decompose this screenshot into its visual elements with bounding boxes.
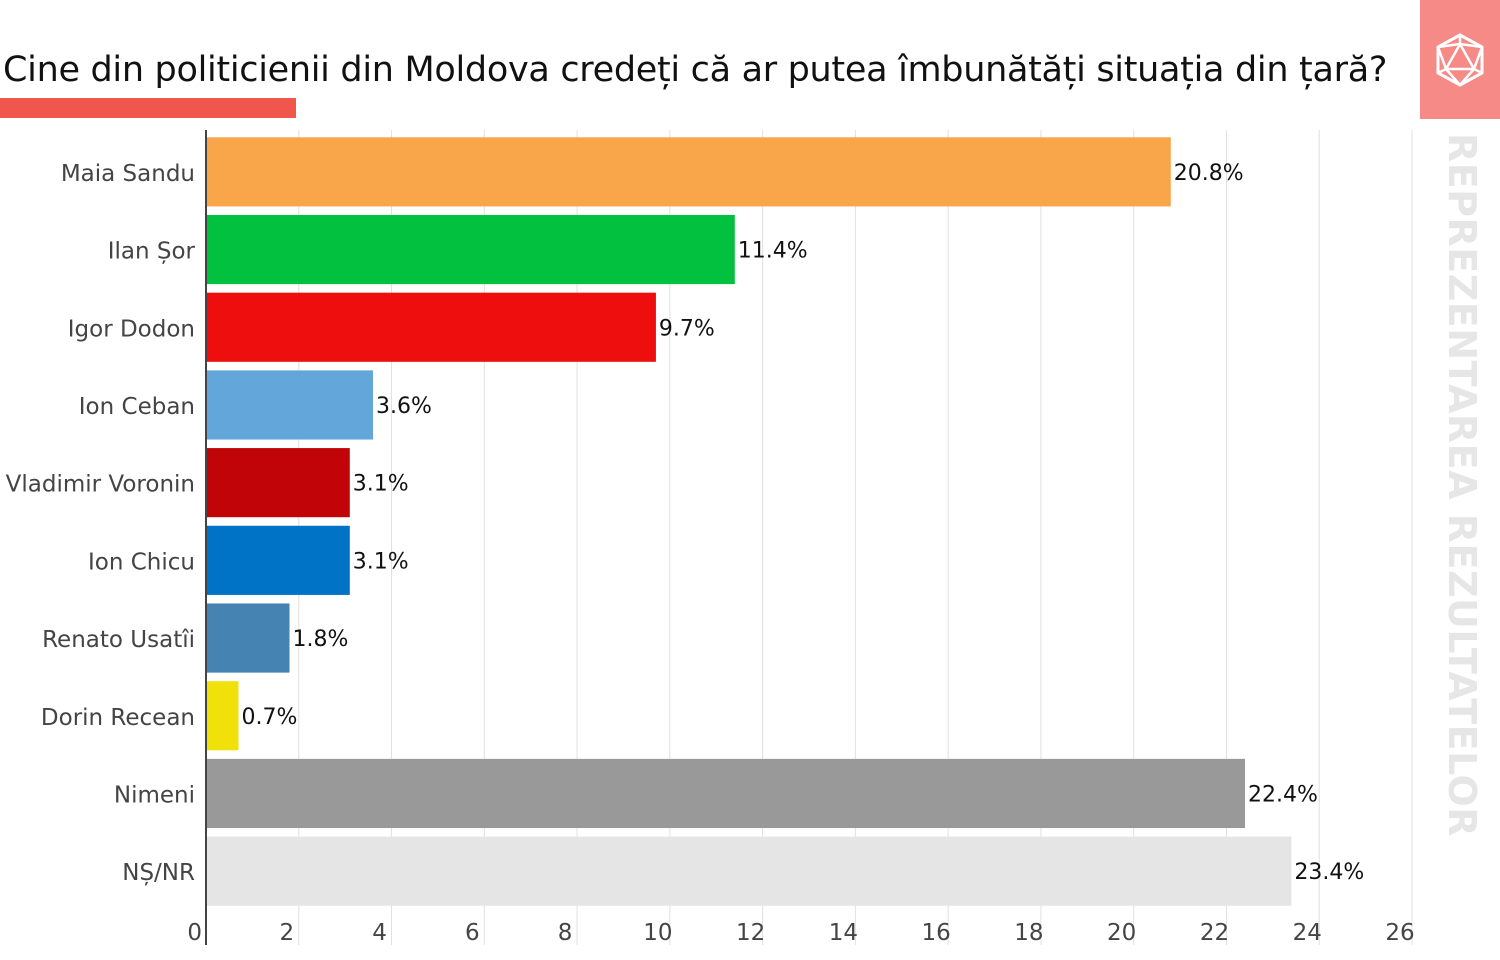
tick-label: 0 xyxy=(187,920,202,946)
tick-label: 4 xyxy=(372,920,387,946)
data-label: 3.1% xyxy=(353,472,409,497)
data-label: 3.1% xyxy=(353,549,409,574)
bar xyxy=(206,836,1292,906)
data-label: 1.8% xyxy=(292,627,348,652)
tick-label: 6 xyxy=(465,920,480,946)
tick-label: 12 xyxy=(736,920,765,946)
icosahedron-logo-icon xyxy=(1436,32,1484,87)
data-label: 9.7% xyxy=(659,316,715,341)
category-label: Maia Sandu xyxy=(61,161,195,187)
tick-label: 22 xyxy=(1200,920,1229,946)
category-label: Igor Dodon xyxy=(68,316,195,342)
data-label: 20.8% xyxy=(1174,161,1244,186)
bar xyxy=(206,758,1246,829)
tick-label: 10 xyxy=(643,920,672,946)
category-label: NȘ/NR xyxy=(122,860,195,886)
tick-label: 24 xyxy=(1293,920,1322,946)
tick-label: 14 xyxy=(829,920,858,946)
bar xyxy=(206,214,735,285)
bar xyxy=(206,370,373,440)
category-label: Vladimir Voronin xyxy=(6,472,195,498)
tick-label: 2 xyxy=(279,920,294,946)
bar xyxy=(206,137,1171,207)
bar xyxy=(206,525,350,595)
data-label: 23.4% xyxy=(1294,860,1364,885)
tick-label: 8 xyxy=(558,920,573,946)
title-underline xyxy=(0,98,296,118)
category-label: Nimeni xyxy=(114,782,195,808)
data-label: 0.7% xyxy=(241,705,297,730)
tick-label: 16 xyxy=(922,920,951,946)
data-label: 3.6% xyxy=(376,394,432,419)
data-label: 11.4% xyxy=(738,239,808,264)
tick-label: 20 xyxy=(1107,920,1136,946)
bar xyxy=(206,603,290,673)
category-label: Ilan Șor xyxy=(108,239,196,265)
category-label: Ion Chicu xyxy=(88,549,195,575)
logo xyxy=(1420,0,1500,119)
data-label: 22.4% xyxy=(1248,782,1318,807)
bar xyxy=(206,681,239,751)
category-label: Dorin Recean xyxy=(41,705,195,731)
tick-label: 26 xyxy=(1385,920,1414,946)
bar xyxy=(206,448,350,518)
category-label: Renato Usatîi xyxy=(42,627,195,653)
category-label: Ion Ceban xyxy=(79,394,195,420)
chart-title: Cine din politicienii din Moldova credeț… xyxy=(3,50,1388,90)
tick-label: 18 xyxy=(1014,920,1043,946)
bar xyxy=(206,292,656,362)
